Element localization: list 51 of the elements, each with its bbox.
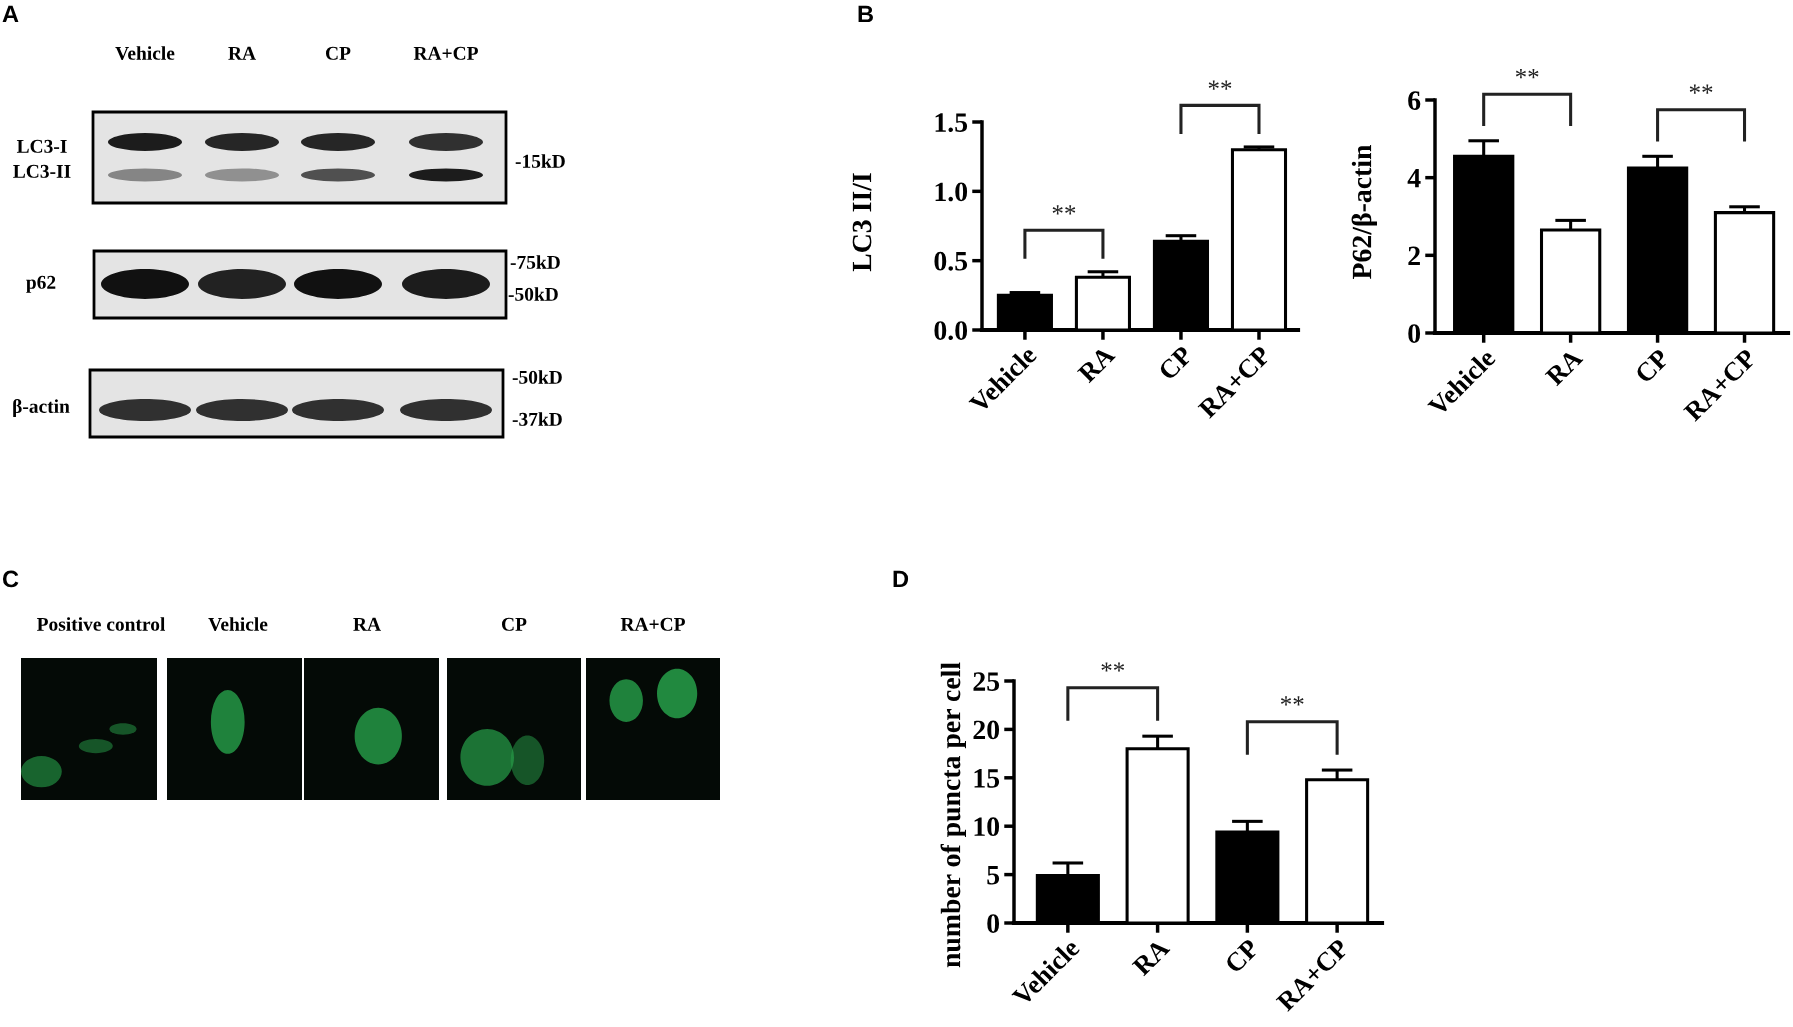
category-label: CP [325,46,351,60]
y-tick-label: 5 [987,866,1000,885]
chart-title: D [893,570,909,588]
text: A [2,5,19,23]
category-label: CP [501,617,527,631]
x-tick-label: CP [1224,938,1260,974]
text: -15kD [515,154,565,168]
text: LC3-I [16,139,67,153]
text: -37kD [512,412,562,426]
y-tick-label: 0.5 [934,251,968,271]
y-tick-label: 25 [973,672,1000,691]
category-label: RA+CP [620,617,685,631]
text: ** [1689,84,1713,94]
text: -50kD [508,287,558,301]
y-tick-label: 6 [1408,91,1421,110]
y-tick-label: 0 [1408,324,1421,343]
y-axis-title: number of puncta per cell [940,662,966,968]
x-tick-label: RA [1076,344,1116,384]
x-tick-label: CP [1634,348,1671,384]
x-tick-label: CP [1157,345,1194,381]
y-tick-label: 0 [987,914,1000,933]
y-tick-label: 1.0 [935,182,968,202]
y-tick-label: 0.0 [934,321,968,341]
category-label: RA [228,46,256,60]
y-tick-label: 4 [1407,169,1421,188]
text: -50kD [512,370,562,384]
y-axis-title: P62/β-actin [1351,144,1377,280]
x-tick-label: RA [1544,347,1584,387]
category-label: RA+CP [413,46,478,60]
annotation: ** [1052,205,1076,215]
text: ** [1515,68,1539,79]
y-axis-title: LC3 II/I [852,173,872,272]
category-label: RA [353,617,381,631]
text: LC3-II [13,164,71,178]
x-tick-label: RA [1131,937,1171,977]
category-label: Positive control [36,617,166,631]
y-tick-label: 15 [974,769,1000,788]
text: -75kD [510,255,560,269]
y-tick-label: 20 [973,720,1000,740]
text: ** [1101,662,1125,672]
annotation: ** [1280,696,1304,706]
text: β-actin [13,399,70,417]
category-label: Vehicle [208,617,268,631]
text: C [2,570,19,588]
text: ** [1208,80,1232,90]
chart-title: B [858,5,873,23]
text: p62 [26,275,56,293]
y-tick-label: 2 [1408,246,1420,265]
y-tick-label: 1.5 [935,113,968,133]
y-tick-label: 10 [974,817,1000,837]
category-label: Vehicle [115,46,175,60]
